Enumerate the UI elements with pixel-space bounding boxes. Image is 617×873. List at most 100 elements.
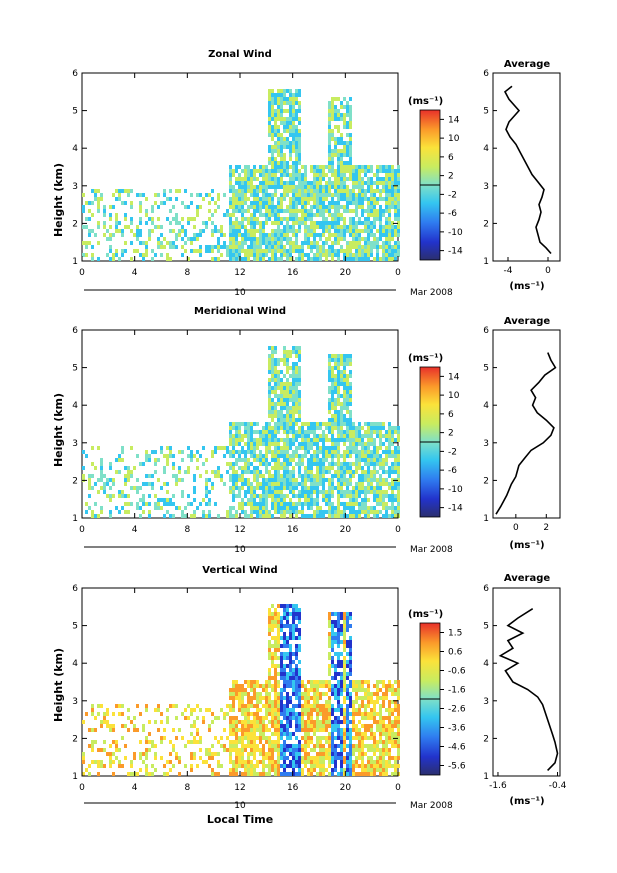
heatmap-cell — [346, 101, 349, 105]
heatmap-cell — [274, 760, 277, 764]
heatmap-cell — [268, 744, 271, 748]
heatmap-cell — [361, 253, 364, 257]
heatmap-cell — [235, 772, 238, 776]
heatmap-cell — [283, 354, 286, 358]
heatmap-cell — [331, 398, 334, 402]
heatmap-cell — [346, 486, 349, 490]
heatmap-cell — [223, 454, 226, 458]
heatmap-cell — [379, 502, 382, 506]
heatmap-cell — [286, 502, 289, 506]
heatmap-cell — [391, 454, 394, 458]
heatmap-cell — [325, 498, 328, 502]
heatmap-cell — [385, 478, 388, 482]
heatmap-cell — [235, 692, 238, 696]
heatmap-cell — [292, 366, 295, 370]
heatmap-cell — [157, 506, 160, 510]
heatmap-cell — [322, 253, 325, 257]
heatmap-cell — [382, 209, 385, 213]
heatmap-cell — [268, 752, 271, 756]
heatmap-cell — [397, 486, 400, 490]
heatmap-cell — [259, 173, 262, 177]
heatmap-cell — [142, 502, 145, 506]
heatmap-cell — [304, 201, 307, 205]
heatmap-cell — [280, 696, 283, 700]
heatmap-cell — [232, 728, 235, 732]
heatmap-cell — [325, 454, 328, 458]
heatmap-cell — [280, 141, 283, 145]
heatmap-cell — [298, 378, 301, 382]
heatmap-cell — [205, 470, 208, 474]
heatmap-cell — [280, 117, 283, 121]
heatmap-cell — [298, 498, 301, 502]
heatmap-cell — [391, 438, 394, 442]
heatmap-cell — [193, 217, 196, 221]
heatmap-cell — [358, 772, 361, 776]
heatmap-cell — [304, 181, 307, 185]
heatmap-cell — [235, 462, 238, 466]
heatmap-cell — [268, 209, 271, 213]
heatmap-cell — [253, 201, 256, 205]
heatmap-cell — [322, 458, 325, 462]
heatmap-cell — [367, 700, 370, 704]
heatmap-cell — [361, 760, 364, 764]
heatmap-cell — [271, 748, 274, 752]
heatmap-cell — [214, 772, 217, 776]
heatmap-cell — [304, 764, 307, 768]
heatmap-cell — [265, 233, 268, 237]
heatmap-cell — [280, 494, 283, 498]
heatmap-cell — [385, 446, 388, 450]
heatmap-cell — [280, 101, 283, 105]
heatmap-cell — [268, 362, 271, 366]
heatmap-cell — [346, 197, 349, 201]
heatmap-cell — [244, 712, 247, 716]
heatmap-cell — [292, 716, 295, 720]
heatmap-cell — [268, 462, 271, 466]
heatmap-cell — [343, 418, 346, 422]
heatmap-cell — [337, 624, 340, 628]
heatmap-cell — [271, 105, 274, 109]
heatmap-cell — [205, 490, 208, 494]
heatmap-cell — [331, 426, 334, 430]
heatmap-cell — [337, 189, 340, 193]
heatmap-cell — [349, 229, 352, 233]
heatmap-cell — [292, 165, 295, 169]
heatmap-cell — [244, 720, 247, 724]
heatmap-cell — [355, 430, 358, 434]
heatmap-cell — [352, 446, 355, 450]
heatmap-cell — [316, 486, 319, 490]
heatmap-cell — [226, 510, 229, 514]
heatmap-cell — [292, 181, 295, 185]
heatmap-cell — [331, 366, 334, 370]
heatmap-cell — [250, 213, 253, 217]
heatmap-cell — [169, 752, 172, 756]
heatmap-cell — [265, 498, 268, 502]
heatmap-cell — [340, 760, 343, 764]
heatmap-cell — [268, 117, 271, 121]
heatmap-cell — [265, 438, 268, 442]
heatmap-cell — [301, 177, 304, 181]
heatmap-cell — [295, 482, 298, 486]
heatmap-cell — [304, 684, 307, 688]
heatmap-cell — [277, 394, 280, 398]
heatmap-cell — [259, 454, 262, 458]
heatmap-cell — [157, 237, 160, 241]
heatmap-cell — [346, 189, 349, 193]
heatmap-cell — [331, 406, 334, 410]
heatmap-cell — [121, 201, 124, 205]
heatmap-cell — [361, 446, 364, 450]
avg-y-tick-label: 3 — [483, 182, 489, 192]
heatmap-cell — [373, 732, 376, 736]
heatmap-cell — [331, 422, 334, 426]
heatmap-cell — [394, 430, 397, 434]
heatmap-cell — [214, 736, 217, 740]
heatmap-cell — [307, 458, 310, 462]
heatmap-cell — [295, 173, 298, 177]
heatmap-cell — [280, 514, 283, 518]
heatmap-cell — [277, 502, 280, 506]
heatmap-cell — [289, 177, 292, 181]
heatmap-cell — [238, 700, 241, 704]
heatmap-cell — [292, 474, 295, 478]
heatmap-cell — [283, 624, 286, 628]
heatmap-cell — [280, 616, 283, 620]
